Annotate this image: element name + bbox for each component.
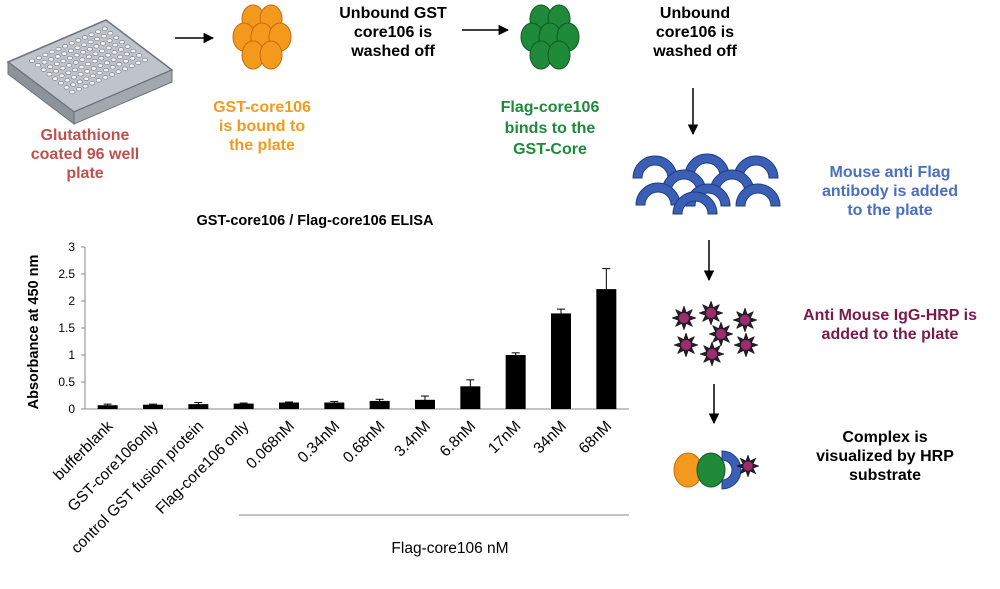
bar-0.34nm	[324, 402, 345, 409]
chart-title: GST-core106 / Flag-core106 ELISA	[197, 213, 434, 229]
x-tick-label: 6.8nM	[437, 418, 479, 460]
y-tick-label: 1.5	[58, 321, 75, 335]
flag-core106-label: Flag-core106 binds to the GST-Core	[500, 99, 600, 158]
wash-step-2-label: Unbound core106 is washed off	[653, 5, 737, 61]
bar-bufferblank	[97, 405, 118, 409]
complex-label: Complex is visualized by HRP substrate	[816, 429, 954, 485]
x-tick-label: 34nM	[530, 418, 569, 457]
bar-17nm	[505, 355, 526, 409]
bar-3.4nm	[415, 399, 435, 409]
elisa-bar-chart: GST-core106 / Flag-core106 ELISA Absorba…	[26, 213, 629, 557]
bar-34nm	[551, 313, 571, 409]
flag-core106-cluster-icon	[520, 4, 580, 70]
gst-core106-label: GST-core106 is bound to the plate	[213, 99, 311, 155]
y-tick-label: 2.5	[58, 267, 75, 281]
well-plate-icon	[6, 19, 174, 126]
y-tick-label: 1	[68, 348, 75, 362]
anti-flag-antibody-icon	[632, 153, 781, 215]
x-tick-label: 0.68nM	[340, 418, 389, 467]
bar-flag-core106-only	[233, 403, 254, 409]
gst-core106-cluster-icon	[232, 4, 292, 70]
x-tick-label: 3.4nM	[391, 418, 433, 460]
x-tick-label: 0.068nM	[243, 418, 298, 473]
hrp-label: Anti Mouse IgG-HRP is added to the plate	[803, 307, 977, 344]
bar-control-gst-fusion-protein	[188, 404, 209, 409]
y-axis-label: Absorbance at 450 nm	[26, 255, 42, 410]
x-axis-label: Flag-core106 nM	[391, 540, 508, 557]
y-tick-label: 3	[68, 240, 75, 254]
plate-label: Glutathione coated 96 well plate	[30, 127, 140, 183]
x-tick-label: 68nM	[576, 418, 615, 457]
bar-0.68nm	[369, 400, 390, 409]
y-tick-label: 2	[68, 294, 75, 308]
anti-flag-label: Mouse anti Flag antibody is added to the…	[821, 164, 958, 220]
wash-step-1-label: Unbound GST core106 is washed off	[339, 5, 447, 61]
y-tick-label: 0	[68, 402, 75, 416]
complex-icon	[673, 450, 760, 490]
y-tick-label: 0.5	[58, 375, 75, 389]
bar-gst-core106only	[143, 404, 163, 409]
hrp-conjugate-icon	[671, 300, 759, 367]
x-tick-label: 0.34nM	[295, 418, 344, 467]
x-tick-label: 17nM	[485, 418, 524, 457]
bar-6.8nm	[460, 386, 481, 409]
bar-0.068nm	[279, 402, 299, 409]
bar-68nm	[596, 289, 617, 409]
